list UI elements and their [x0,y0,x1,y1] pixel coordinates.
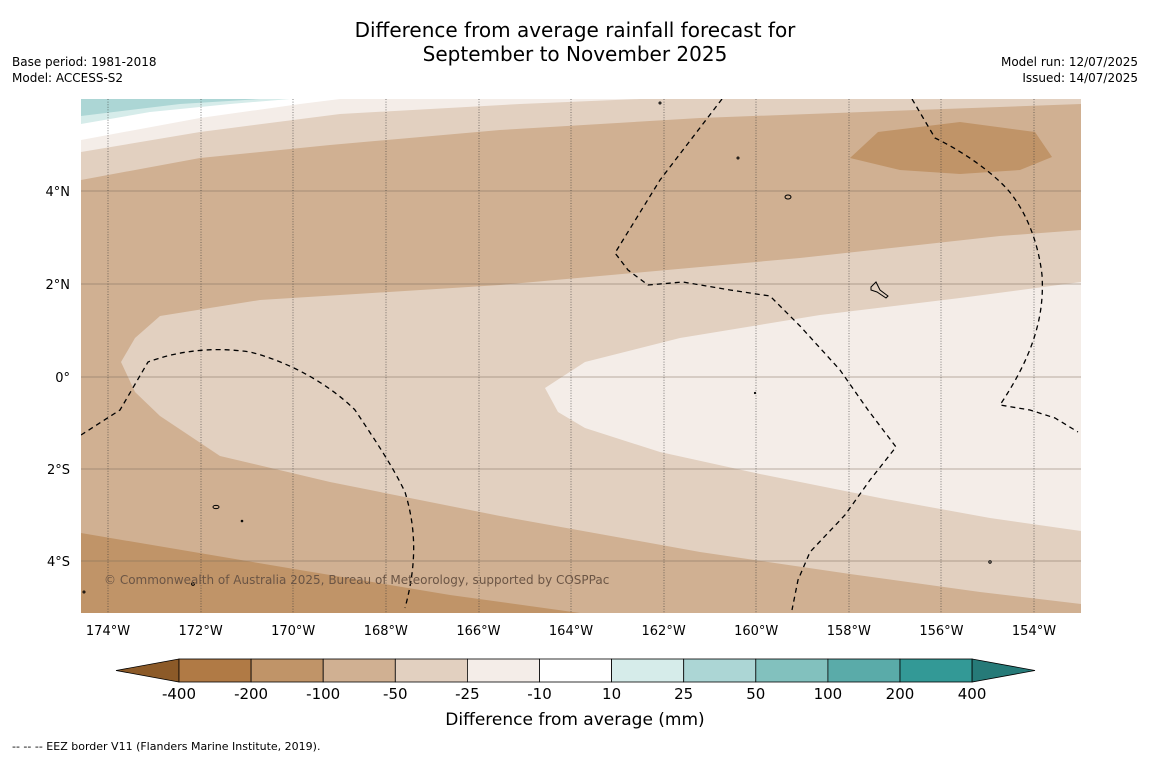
colorbar-tick-label: 200 [886,685,915,703]
longitude-label: 166°W [456,624,500,639]
colorbar-tick-label: -10 [527,685,552,703]
colorbar-swatch [394,658,468,683]
colorbar-swatch [322,658,396,683]
colorbar-tick-label: 25 [674,685,693,703]
colorbar-tick-label: 10 [602,685,621,703]
map-title: Difference from average rainfall forecas… [0,18,1150,66]
base-period: Base period: 1981-2018 [12,55,157,69]
anomaly-region-topright-dry [850,122,1052,174]
eez-footnote: -- -- -- EEZ border V11 (Flanders Marine… [12,740,321,753]
islands [82,101,992,594]
longitude-label: 172°W [179,624,223,639]
latitude-label: 4°S [47,555,70,570]
colorbar-swatch [899,658,973,683]
model-run: Model run: 12/07/2025 [1000,55,1138,69]
colorbar-tick-label: 100 [814,685,843,703]
longitude-label: 174°W [86,624,130,639]
colorbar-swatch [250,658,324,683]
longitude-label: 156°W [919,624,963,639]
colorbar-tick-label: -25 [455,685,480,703]
longitude-label: 160°W [734,624,778,639]
colorbar-swatch [755,658,829,683]
latitude-label: 4°N [46,185,71,200]
colorbar-tick-label: -200 [234,685,268,703]
longitude-labels: 174°W 172°W 170°W 168°W 166°W 164°W 162°W 160°W… [86,624,1056,639]
colorbar-title: Difference from average (mm) [445,710,705,730]
base-info: Base period: 1981-2018 Model: ACCESS-S2 [12,54,157,86]
colorbar-swatch [683,658,757,683]
colorbar-swatch [539,658,612,683]
model-name: Model: ACCESS-S2 [12,71,124,85]
latitude-gridlines [81,190,1081,562]
colorbar-tick-label: -50 [383,685,408,703]
copyright-notice: © Commonwealth of Australia 2025, Bureau… [104,573,609,587]
colorbar-tick-label: -400 [162,685,196,703]
longitude-label: 162°W [642,624,686,639]
longitude-label: 170°W [271,624,315,639]
eez-borders [81,99,1079,611]
colorbar-tick-label: -100 [306,685,340,703]
colorbar-extension-low [115,658,180,683]
colorbar-swatch [178,658,252,683]
colorbar-tick-label: 400 [958,685,987,703]
title-line-1: Difference from average rainfall forecas… [354,18,796,42]
longitude-label: 158°W [827,624,871,639]
map-area: © Commonwealth of Australia 2025, Bureau… [81,99,1081,613]
latitude-label: 2°N [46,278,71,293]
longitude-label: 168°W [364,624,408,639]
run-info: Model run: 12/07/2025 Issued: 14/07/2025 [1001,54,1138,86]
colorbar-extension-high [971,658,1036,683]
colorbar-swatch [611,658,685,683]
latitude-label: 2°S [47,463,70,478]
colorbar: -400 -200 -100 -50 -25 -10 10 25 50 100 200 400 [115,658,1036,703]
colorbar-tick-label: 50 [746,685,765,703]
title-line-2: September to November 2025 [422,42,728,66]
anomaly-region-topleft-light [81,99,1081,180]
anomaly-region-topleft-wetter [81,99,260,116]
latitude-labels: 4°N 2°N 0° 2°S 4°S [46,185,71,570]
colorbar-swatch [466,658,540,683]
longitude-label: 164°W [549,624,593,639]
issued-date: Issued: 14/07/2025 [1022,71,1138,85]
latitude-label: 0° [55,371,70,386]
longitude-label: 154°W [1012,624,1056,639]
anomaly-region-bottomleft-dry [81,533,580,613]
colorbar-swatch [827,658,901,683]
